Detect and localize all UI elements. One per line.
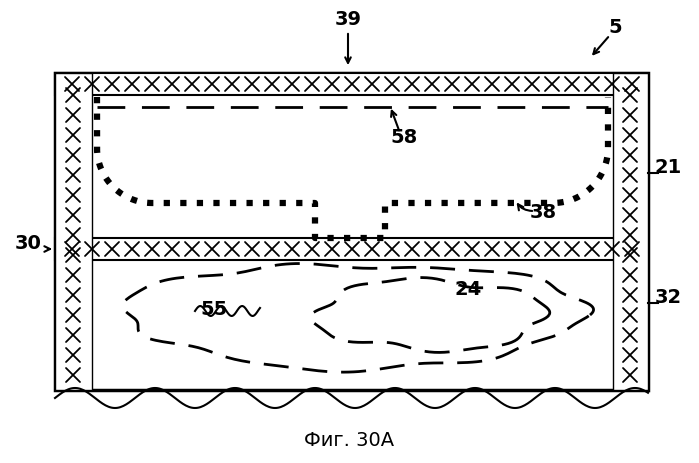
Bar xyxy=(55,73,648,390)
Bar xyxy=(55,73,648,95)
Text: 39: 39 xyxy=(335,10,361,29)
Text: 55: 55 xyxy=(200,300,227,319)
Text: 24: 24 xyxy=(455,280,482,299)
Text: Фиг. 30А: Фиг. 30А xyxy=(305,432,394,450)
Bar xyxy=(55,73,92,390)
Bar xyxy=(613,73,648,390)
Text: 58: 58 xyxy=(390,128,417,147)
Text: 38: 38 xyxy=(530,203,557,222)
Text: 21: 21 xyxy=(655,158,682,177)
Bar xyxy=(55,238,648,260)
Text: 5: 5 xyxy=(608,18,621,37)
Text: 30: 30 xyxy=(15,234,42,253)
Text: 32: 32 xyxy=(655,288,682,307)
